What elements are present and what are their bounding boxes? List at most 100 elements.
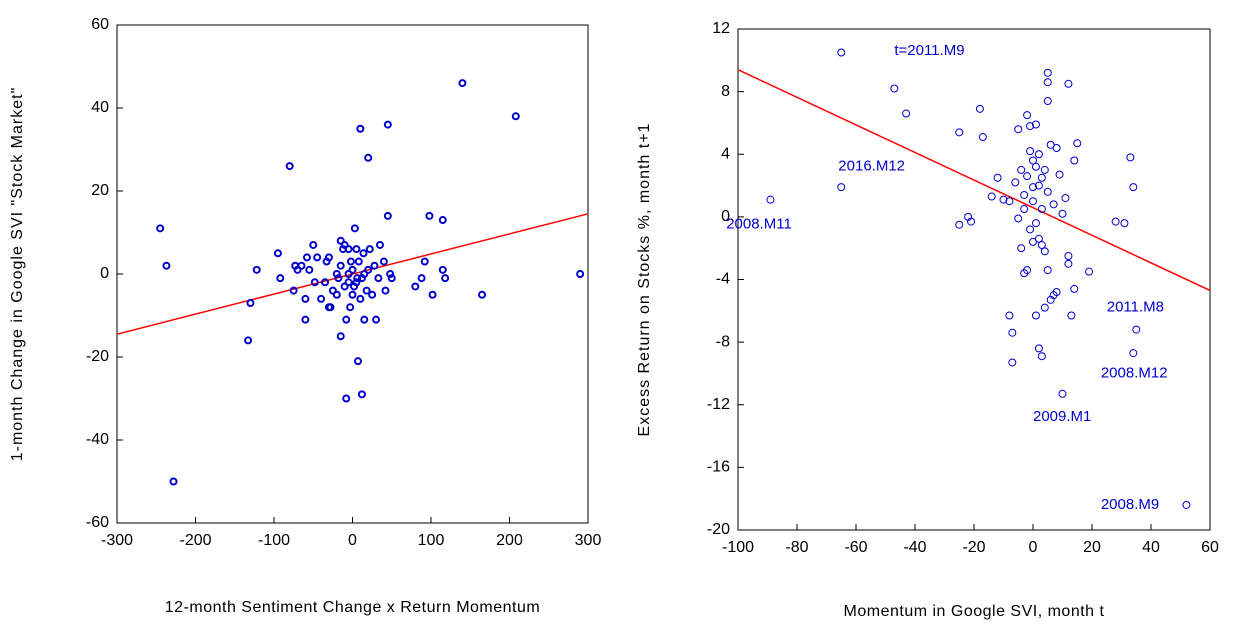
x-tick-label: 0 — [1029, 539, 1038, 556]
scatter-point — [1037, 352, 1046, 361]
scatter-point — [289, 286, 298, 295]
scatter-point — [309, 240, 318, 249]
scatter-point — [1129, 349, 1138, 358]
scatter-point — [1023, 111, 1032, 120]
scatter-point — [1040, 247, 1049, 256]
scatter-point — [1037, 241, 1046, 250]
scatter-point — [1043, 78, 1052, 87]
x-tick-label: 60 — [1201, 539, 1219, 556]
scatter-point — [438, 216, 447, 225]
scatter-point — [342, 315, 351, 324]
fit-line — [737, 69, 1211, 292]
x-tick-label: -40 — [903, 539, 926, 556]
scatter-point — [438, 265, 447, 274]
scatter-point — [244, 336, 253, 345]
scatter-point — [353, 357, 362, 366]
scatter-point — [332, 270, 341, 278]
y-tick-label: -20 — [86, 348, 109, 365]
scatter-point — [1031, 162, 1040, 171]
scatter-point — [955, 128, 964, 137]
scatter-point — [344, 278, 353, 287]
scatter-point — [301, 294, 310, 303]
scatter-point — [340, 240, 349, 249]
scatter-point — [1049, 200, 1058, 209]
scatter-point — [1043, 266, 1052, 275]
scatter-point — [383, 120, 392, 129]
scatter-point — [1064, 252, 1073, 261]
scatter-point — [375, 240, 384, 249]
scatter-point — [1011, 178, 1020, 187]
scatter-point — [340, 282, 349, 291]
x-tick-label: -200 — [179, 532, 211, 549]
scatter-point — [1126, 153, 1135, 162]
scatter-point — [428, 290, 437, 299]
point-annotation: 2011.M8 — [1107, 299, 1164, 316]
point-annotation: 2008.M11 — [726, 216, 792, 233]
x-tick-label: 100 — [418, 532, 445, 549]
scatter-point — [301, 315, 310, 324]
scatter-point — [334, 274, 343, 283]
scatter-point — [356, 124, 365, 133]
scatter-point — [360, 270, 369, 278]
x-tick-label: 20 — [1083, 539, 1101, 556]
scatter-point — [1070, 156, 1079, 165]
x-tick-label: -300 — [101, 532, 133, 549]
scatter-point — [381, 286, 390, 295]
scatter-point — [285, 162, 294, 171]
scatter-point — [321, 278, 330, 287]
scatter-point — [357, 390, 366, 399]
scatter-point — [837, 183, 846, 192]
scatter-point — [273, 249, 282, 258]
scatter-point — [955, 220, 964, 229]
scatter-point — [348, 265, 357, 274]
scatter-point — [1129, 183, 1138, 192]
scatter-point — [336, 332, 345, 341]
scatter-point — [317, 294, 326, 303]
scatter-point — [902, 109, 911, 118]
scatter-point — [766, 195, 775, 204]
scatter-point — [364, 153, 373, 162]
scatter-point — [332, 290, 341, 299]
scatter-point — [1031, 120, 1040, 129]
scatter-point — [370, 261, 379, 270]
scatter-point — [276, 274, 285, 283]
scatter-point — [511, 112, 520, 121]
x-tick-label: -100 — [722, 539, 754, 556]
scatter-point — [1034, 344, 1043, 353]
scatter-point — [302, 253, 311, 262]
y-tick-label: 0 — [100, 265, 109, 282]
scatter-point — [246, 299, 255, 308]
scatter-point — [890, 84, 899, 93]
scatter-point — [344, 270, 353, 278]
scatter-point — [364, 265, 373, 274]
scatter-point — [342, 394, 351, 403]
scatter-point — [1073, 139, 1082, 148]
x-tick-label: 200 — [496, 532, 523, 549]
scatter-point — [1034, 150, 1043, 159]
scatter-point — [987, 192, 996, 201]
scatter-point — [1037, 205, 1046, 214]
scatter-point — [1120, 219, 1129, 228]
scatter-point — [336, 261, 345, 270]
scatter-point — [1031, 311, 1040, 320]
scatter-point — [362, 286, 371, 295]
scatter-point — [344, 245, 353, 254]
point-annotation: 2008.M12 — [1101, 364, 1168, 381]
point-annotation: t=2011.M9 — [894, 42, 964, 59]
y-tick-label: -16 — [707, 459, 730, 476]
scatter-point — [162, 261, 171, 270]
y-tick-label: -20 — [707, 521, 730, 538]
scatter-point — [1043, 68, 1052, 77]
scatter-point — [1005, 197, 1014, 206]
scatter-point — [297, 261, 306, 270]
scatter-point — [1111, 217, 1120, 226]
scatter-point — [169, 477, 178, 486]
scatter-point — [837, 48, 846, 57]
point-annotation: 2009.M1 — [1033, 408, 1091, 425]
scatter-point — [1020, 190, 1029, 199]
scatter-point — [252, 265, 261, 274]
scatter-point — [365, 245, 374, 254]
scatter-point — [1070, 284, 1079, 293]
scatter-point — [1043, 97, 1052, 106]
